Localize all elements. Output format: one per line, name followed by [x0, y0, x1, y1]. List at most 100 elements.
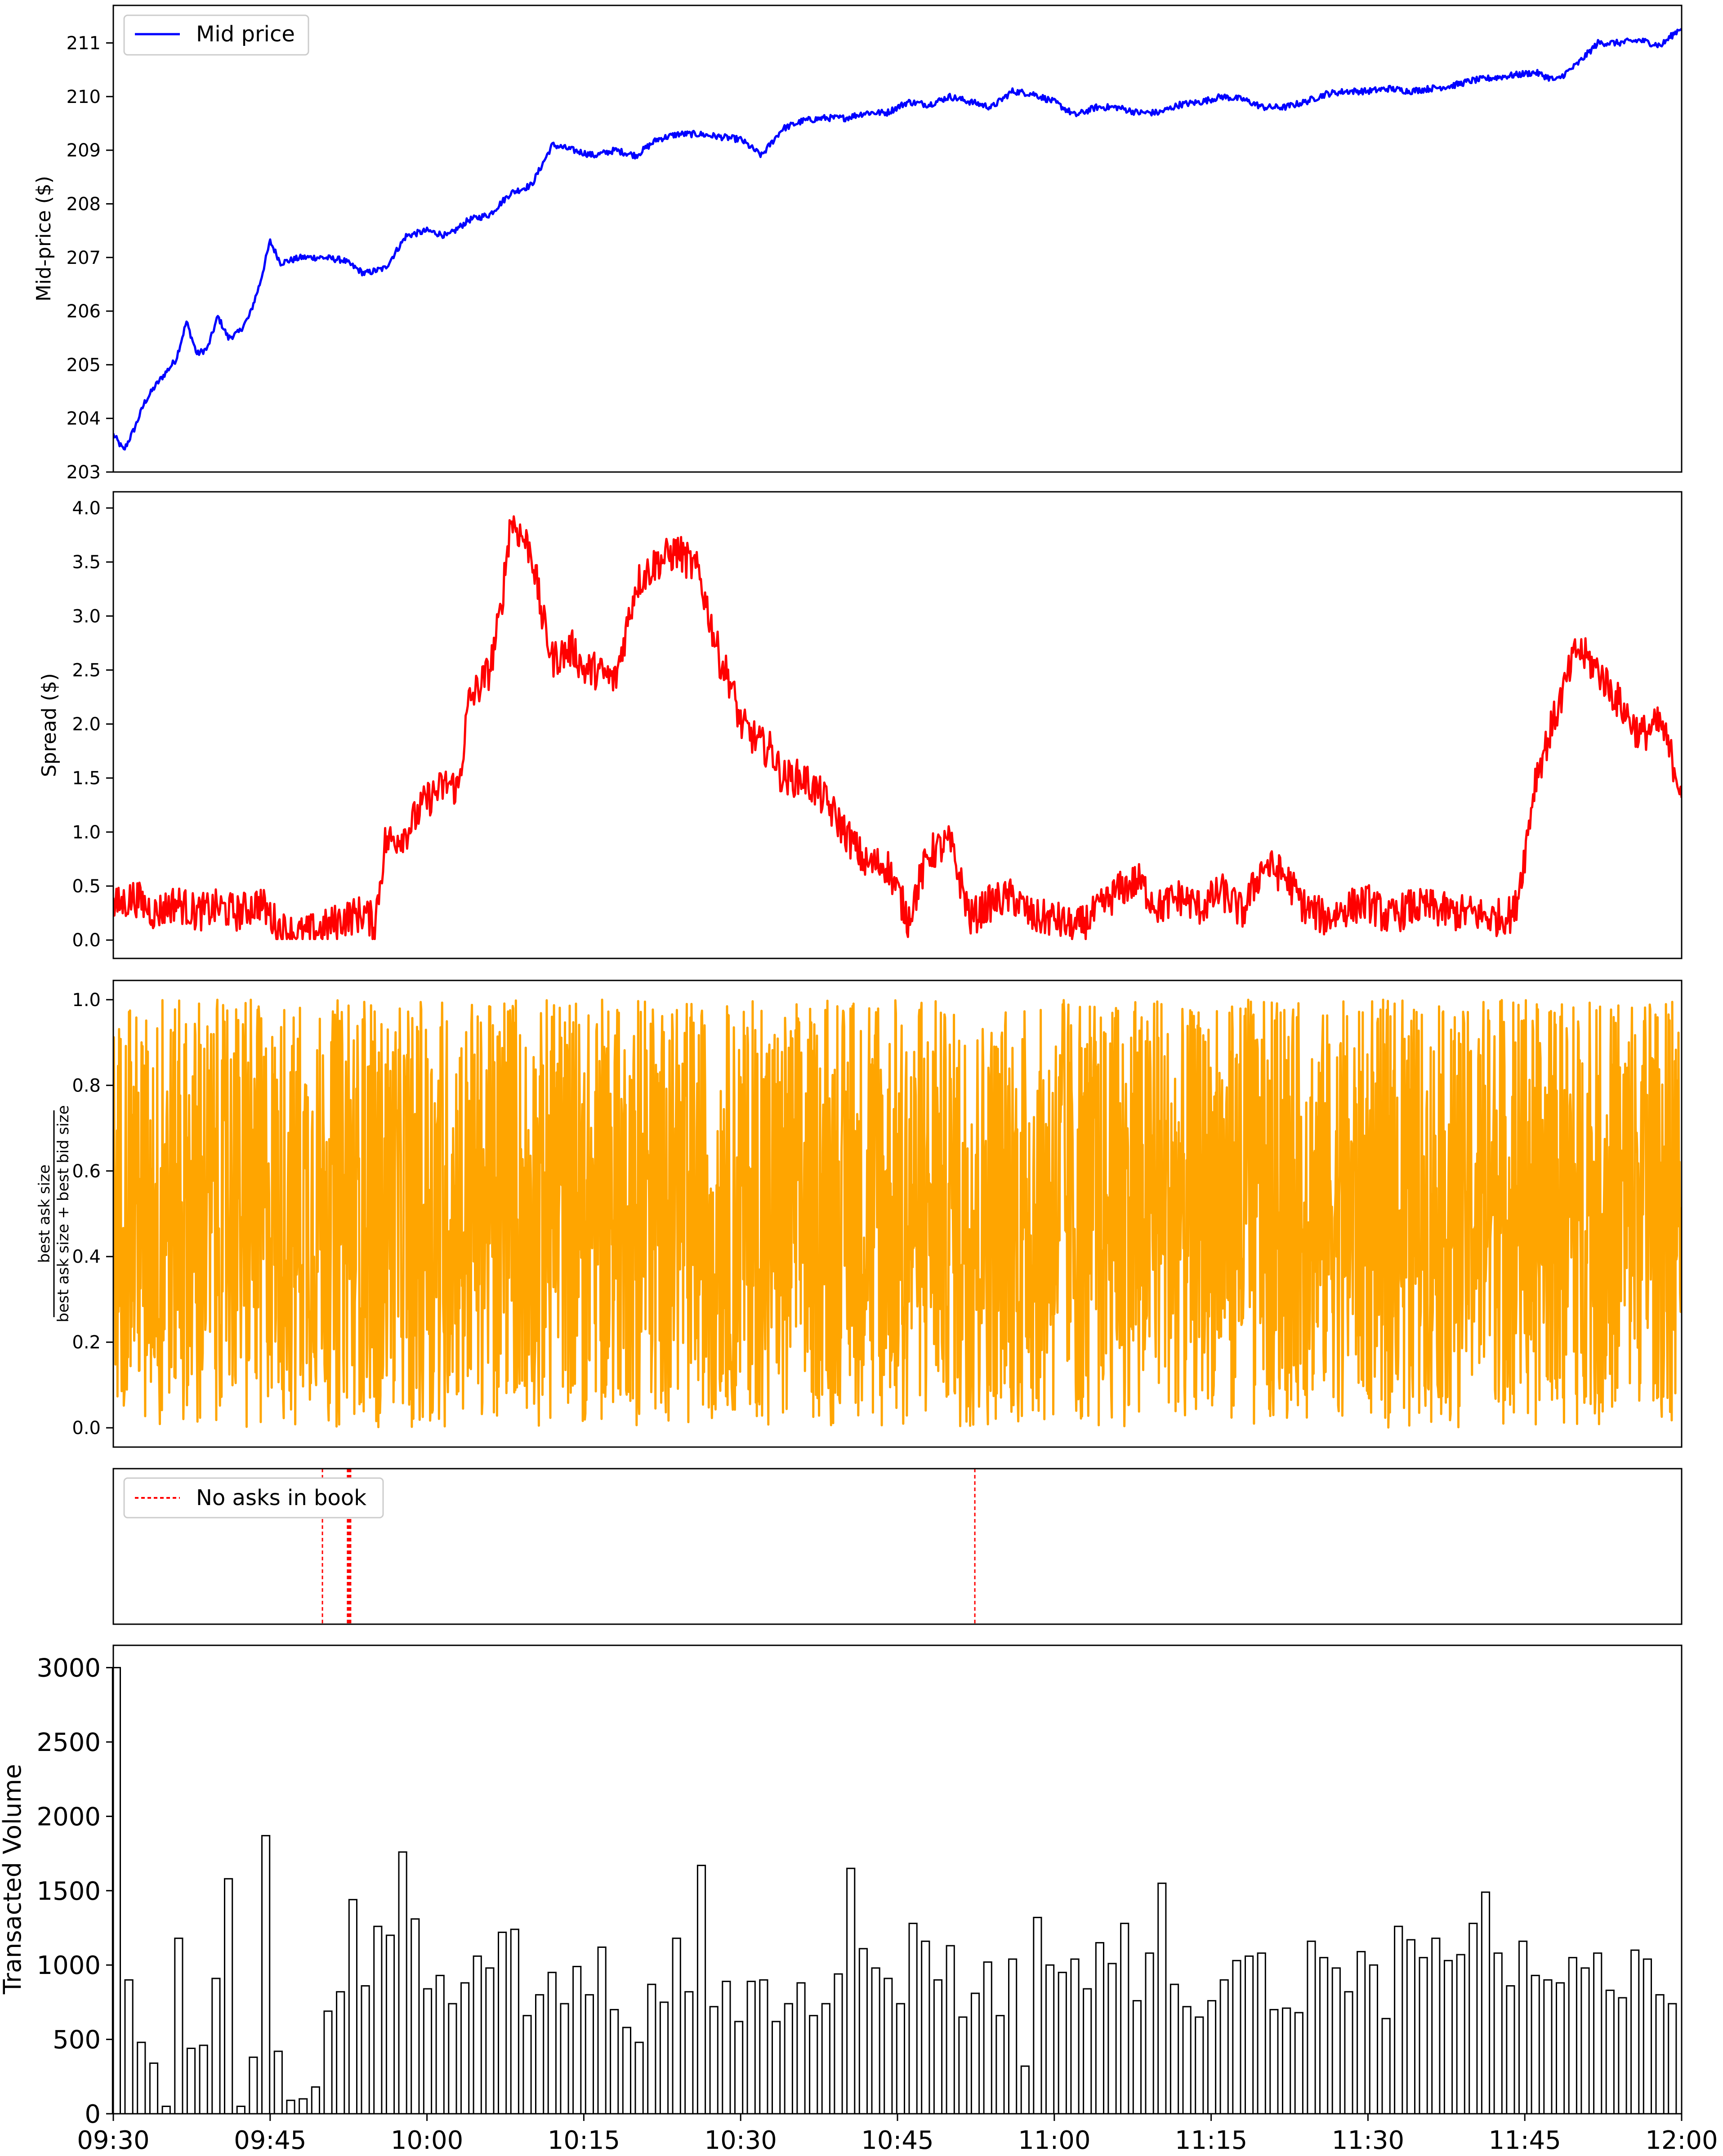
volume-bar [858, 1948, 868, 2115]
imbalance-y-ticks: 0.0 0.2 0.4 0.6 0.8 1.0 [72, 990, 113, 1439]
volume-bar [411, 1918, 420, 2115]
volume-bar [211, 1978, 221, 2115]
volume-bar [995, 2015, 1005, 2115]
mid-price-y-tick-label: 208 [67, 194, 101, 214]
volume-bar [908, 1923, 918, 2115]
volume-bar [249, 2056, 258, 2115]
volume-bar [1506, 1985, 1515, 2115]
volume-bar [1406, 1939, 1416, 2115]
volume-bar [535, 1994, 545, 2115]
mid-price-panel: 203 204 205 206 207 208 209 210 211 Mid-price ($… [32, 4, 1683, 483]
spread-y-tick-label: 4.0 [72, 498, 101, 519]
volume-bar [734, 2021, 744, 2115]
spread-y-tick-label: 3.0 [72, 606, 101, 627]
volume-bar [1357, 1951, 1366, 2115]
volume-bar [572, 1966, 582, 2115]
volume-bar [597, 1947, 607, 2115]
imbalance-y-tick-label: 0.0 [72, 1418, 101, 1439]
volume-x-tick-label: 09:30 [77, 2126, 149, 2155]
volume-y-tick-label: 1500 [36, 1877, 101, 1906]
volume-y-axis-label: Transacted Volume [0, 1764, 27, 1995]
volume-bar [1593, 1952, 1602, 2115]
volume-bar [1107, 1963, 1117, 2115]
volume-bar [473, 1955, 482, 2115]
volume-bar [684, 1991, 694, 2115]
volume-bar [1033, 1916, 1042, 2115]
imbalance-y-tick-label: 1.0 [72, 990, 101, 1011]
volume-bar [273, 2050, 283, 2115]
volume-bar [348, 1899, 357, 2115]
volume-bar [1568, 1957, 1577, 2115]
mid-price-y-tick-label: 209 [67, 140, 101, 161]
volume-bar [759, 1979, 768, 2115]
spread-line [113, 515, 1682, 940]
no-asks-legend-label: No asks in book [196, 1485, 366, 1510]
mid-price-y-tick-label: 206 [67, 301, 101, 322]
volume-bar [659, 2001, 669, 2115]
volume-bar [746, 1981, 756, 2115]
volume-bar [485, 1967, 495, 2115]
spread-y-ticks: 0.0 0.5 1.0 1.5 2.0 2.5 3.0 3.5 4.0 [72, 498, 113, 951]
volume-bar [1344, 1991, 1353, 2115]
volume-bar [933, 1979, 943, 2115]
volume-bar [1419, 1957, 1428, 2115]
volume-bar [1207, 2000, 1217, 2115]
volume-bar [1618, 1997, 1627, 2115]
imbalance-y-tick-label: 0.8 [72, 1075, 101, 1096]
volume-bar [1245, 1955, 1254, 2115]
spread-y-tick-label: 2.5 [72, 660, 101, 681]
volume-bar [299, 2098, 308, 2115]
volume-bar [1518, 1940, 1528, 2115]
volume-bar [1331, 1967, 1341, 2115]
volume-bar [1456, 1954, 1465, 2115]
volume-bar [311, 2086, 320, 2115]
volume-bar [435, 1974, 445, 2115]
volume-bar [373, 1925, 383, 2115]
volume-bar [1443, 1960, 1453, 2115]
volume-bar [585, 1994, 594, 2115]
volume-bar [1431, 1938, 1441, 2115]
volume-bar [137, 2041, 146, 2115]
volume-x-tick-label: 11:00 [1018, 2126, 1090, 2155]
volume-y-tick-label: 500 [53, 2026, 101, 2055]
volume-bar [970, 1992, 980, 2115]
mid-price-y-tick-label: 203 [67, 462, 101, 483]
volume-bar [1394, 1925, 1403, 2115]
volume-bar [946, 1945, 955, 2115]
volume-bar [647, 1983, 656, 2115]
volume-x-tick-label: 09:45 [234, 2126, 306, 2155]
volume-bar [1605, 1989, 1615, 2115]
spread-panel: 0.0 0.5 1.0 1.5 2.0 2.5 3.0 3.5 4.0 Spread ($) [38, 491, 1683, 959]
spread-frame [112, 491, 1683, 959]
volume-bar [1020, 2065, 1030, 2115]
volume-x-tick-label: 10:00 [391, 2126, 463, 2155]
volume-bar [1195, 2016, 1204, 2115]
mid-price-y-tick-label: 204 [67, 409, 101, 429]
volume-bar [634, 2041, 644, 2115]
volume-y-tick-label: 0 [85, 2100, 101, 2129]
volume-bar [1319, 1957, 1329, 2115]
volume-bar [772, 2021, 781, 2115]
spread-y-tick-label: 1.0 [72, 822, 101, 843]
volume-bar [261, 1835, 271, 2115]
volume-bar [1145, 1952, 1154, 2115]
volume-bar [1157, 1882, 1167, 2115]
volume-y-tick-label: 3000 [36, 1654, 101, 1683]
volume-bar [547, 1972, 557, 2115]
mid-price-frame [112, 4, 1683, 473]
no-asks-frame [112, 1468, 1683, 1625]
volume-bar [709, 2006, 719, 2115]
volume-y-tick-label: 2000 [36, 1802, 101, 1831]
imbalance-y-tick-label: 0.6 [72, 1161, 101, 1182]
volume-x-tick-label: 11:45 [1489, 2126, 1561, 2155]
volume-bar [921, 1940, 930, 2115]
volume-bar [1058, 1972, 1067, 2115]
volume-bar [1070, 1958, 1080, 2115]
imbalance-y-tick-label: 0.2 [72, 1332, 101, 1353]
volume-bar [186, 2048, 196, 2115]
volume-bar [398, 1851, 407, 2115]
volume-x-tick-label: 11:30 [1332, 2126, 1404, 2155]
spread-y-tick-label: 0.0 [72, 930, 101, 951]
no-asks-legend: No asks in book [123, 1477, 384, 1519]
volume-bar [696, 1865, 706, 2115]
